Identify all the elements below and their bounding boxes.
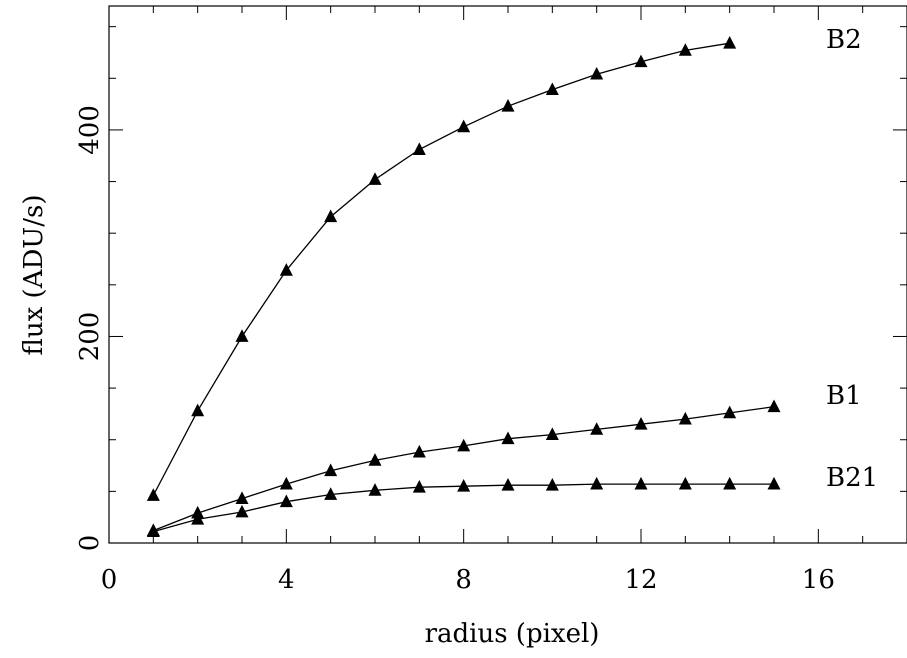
x-tick-label: 0 (101, 565, 118, 595)
series-line-b1 (153, 406, 775, 532)
tick-labels: 0 4 8 12 16 0 200 400 (75, 105, 835, 595)
data-point-b1 (634, 417, 648, 430)
data-point-b2 (723, 35, 737, 49)
x-tick-label: 16 (802, 565, 835, 595)
x-axis-title: radius (pixel) (425, 619, 600, 649)
data-point-b21 (235, 504, 249, 518)
data-point-b1 (723, 405, 737, 419)
data-point-b2 (501, 98, 515, 112)
data-point-b2 (412, 142, 426, 155)
data-point-b1 (501, 431, 515, 445)
data-point-b1 (279, 476, 293, 490)
data-point-b21 (767, 476, 781, 490)
series-label-b2: B2 (826, 25, 862, 55)
series-layer (146, 35, 781, 538)
plot-frame (108, 5, 907, 544)
series-label-b1: B1 (826, 381, 862, 411)
y-axis-title: flux (ADU/s) (19, 195, 49, 356)
data-point-b1 (324, 463, 338, 477)
data-point-b2 (457, 119, 471, 133)
data-point-b21 (368, 483, 382, 496)
series-label-b21: B21 (826, 463, 878, 493)
data-point-b2 (678, 43, 692, 56)
data-point-b21 (723, 476, 737, 490)
x-tick-label: 4 (278, 565, 295, 595)
data-point-b2 (191, 403, 205, 417)
data-point-b1 (368, 453, 382, 466)
data-point-b21 (324, 487, 338, 500)
tick-marks (108, 6, 907, 544)
data-point-b2 (634, 54, 648, 68)
series-labels: B2 B1 B21 (826, 25, 878, 493)
y-tick-label: 0 (75, 535, 105, 552)
data-point-b2 (279, 263, 293, 276)
data-point-b1 (590, 422, 604, 435)
data-point-b21 (678, 476, 692, 490)
data-point-b2 (324, 209, 338, 223)
data-point-b21 (412, 480, 426, 493)
data-point-b21 (191, 512, 205, 525)
data-point-b2 (590, 66, 604, 80)
data-point-b21 (457, 479, 471, 492)
data-point-b1 (545, 427, 559, 440)
data-point-b21 (501, 477, 515, 491)
data-point-b21 (279, 494, 293, 508)
y-tick-label: 400 (75, 105, 105, 155)
series-line-b2 (152, 42, 730, 496)
data-point-b1 (457, 438, 471, 452)
x-tick-label: 8 (455, 565, 472, 595)
data-point-b1 (235, 491, 249, 504)
data-point-b2 (368, 172, 382, 185)
y-tick-label: 200 (75, 312, 105, 362)
data-point-b2 (235, 329, 249, 342)
data-point-b21 (634, 476, 648, 490)
data-point-b21 (590, 476, 604, 490)
data-point-b1 (767, 399, 781, 413)
data-point-b2 (146, 488, 160, 501)
data-point-b1 (412, 444, 426, 458)
data-point-b2 (545, 82, 559, 96)
data-point-b1 (678, 411, 692, 425)
x-tick-label: 12 (624, 565, 657, 595)
data-point-b21 (146, 524, 160, 538)
data-point-b21 (545, 477, 559, 491)
